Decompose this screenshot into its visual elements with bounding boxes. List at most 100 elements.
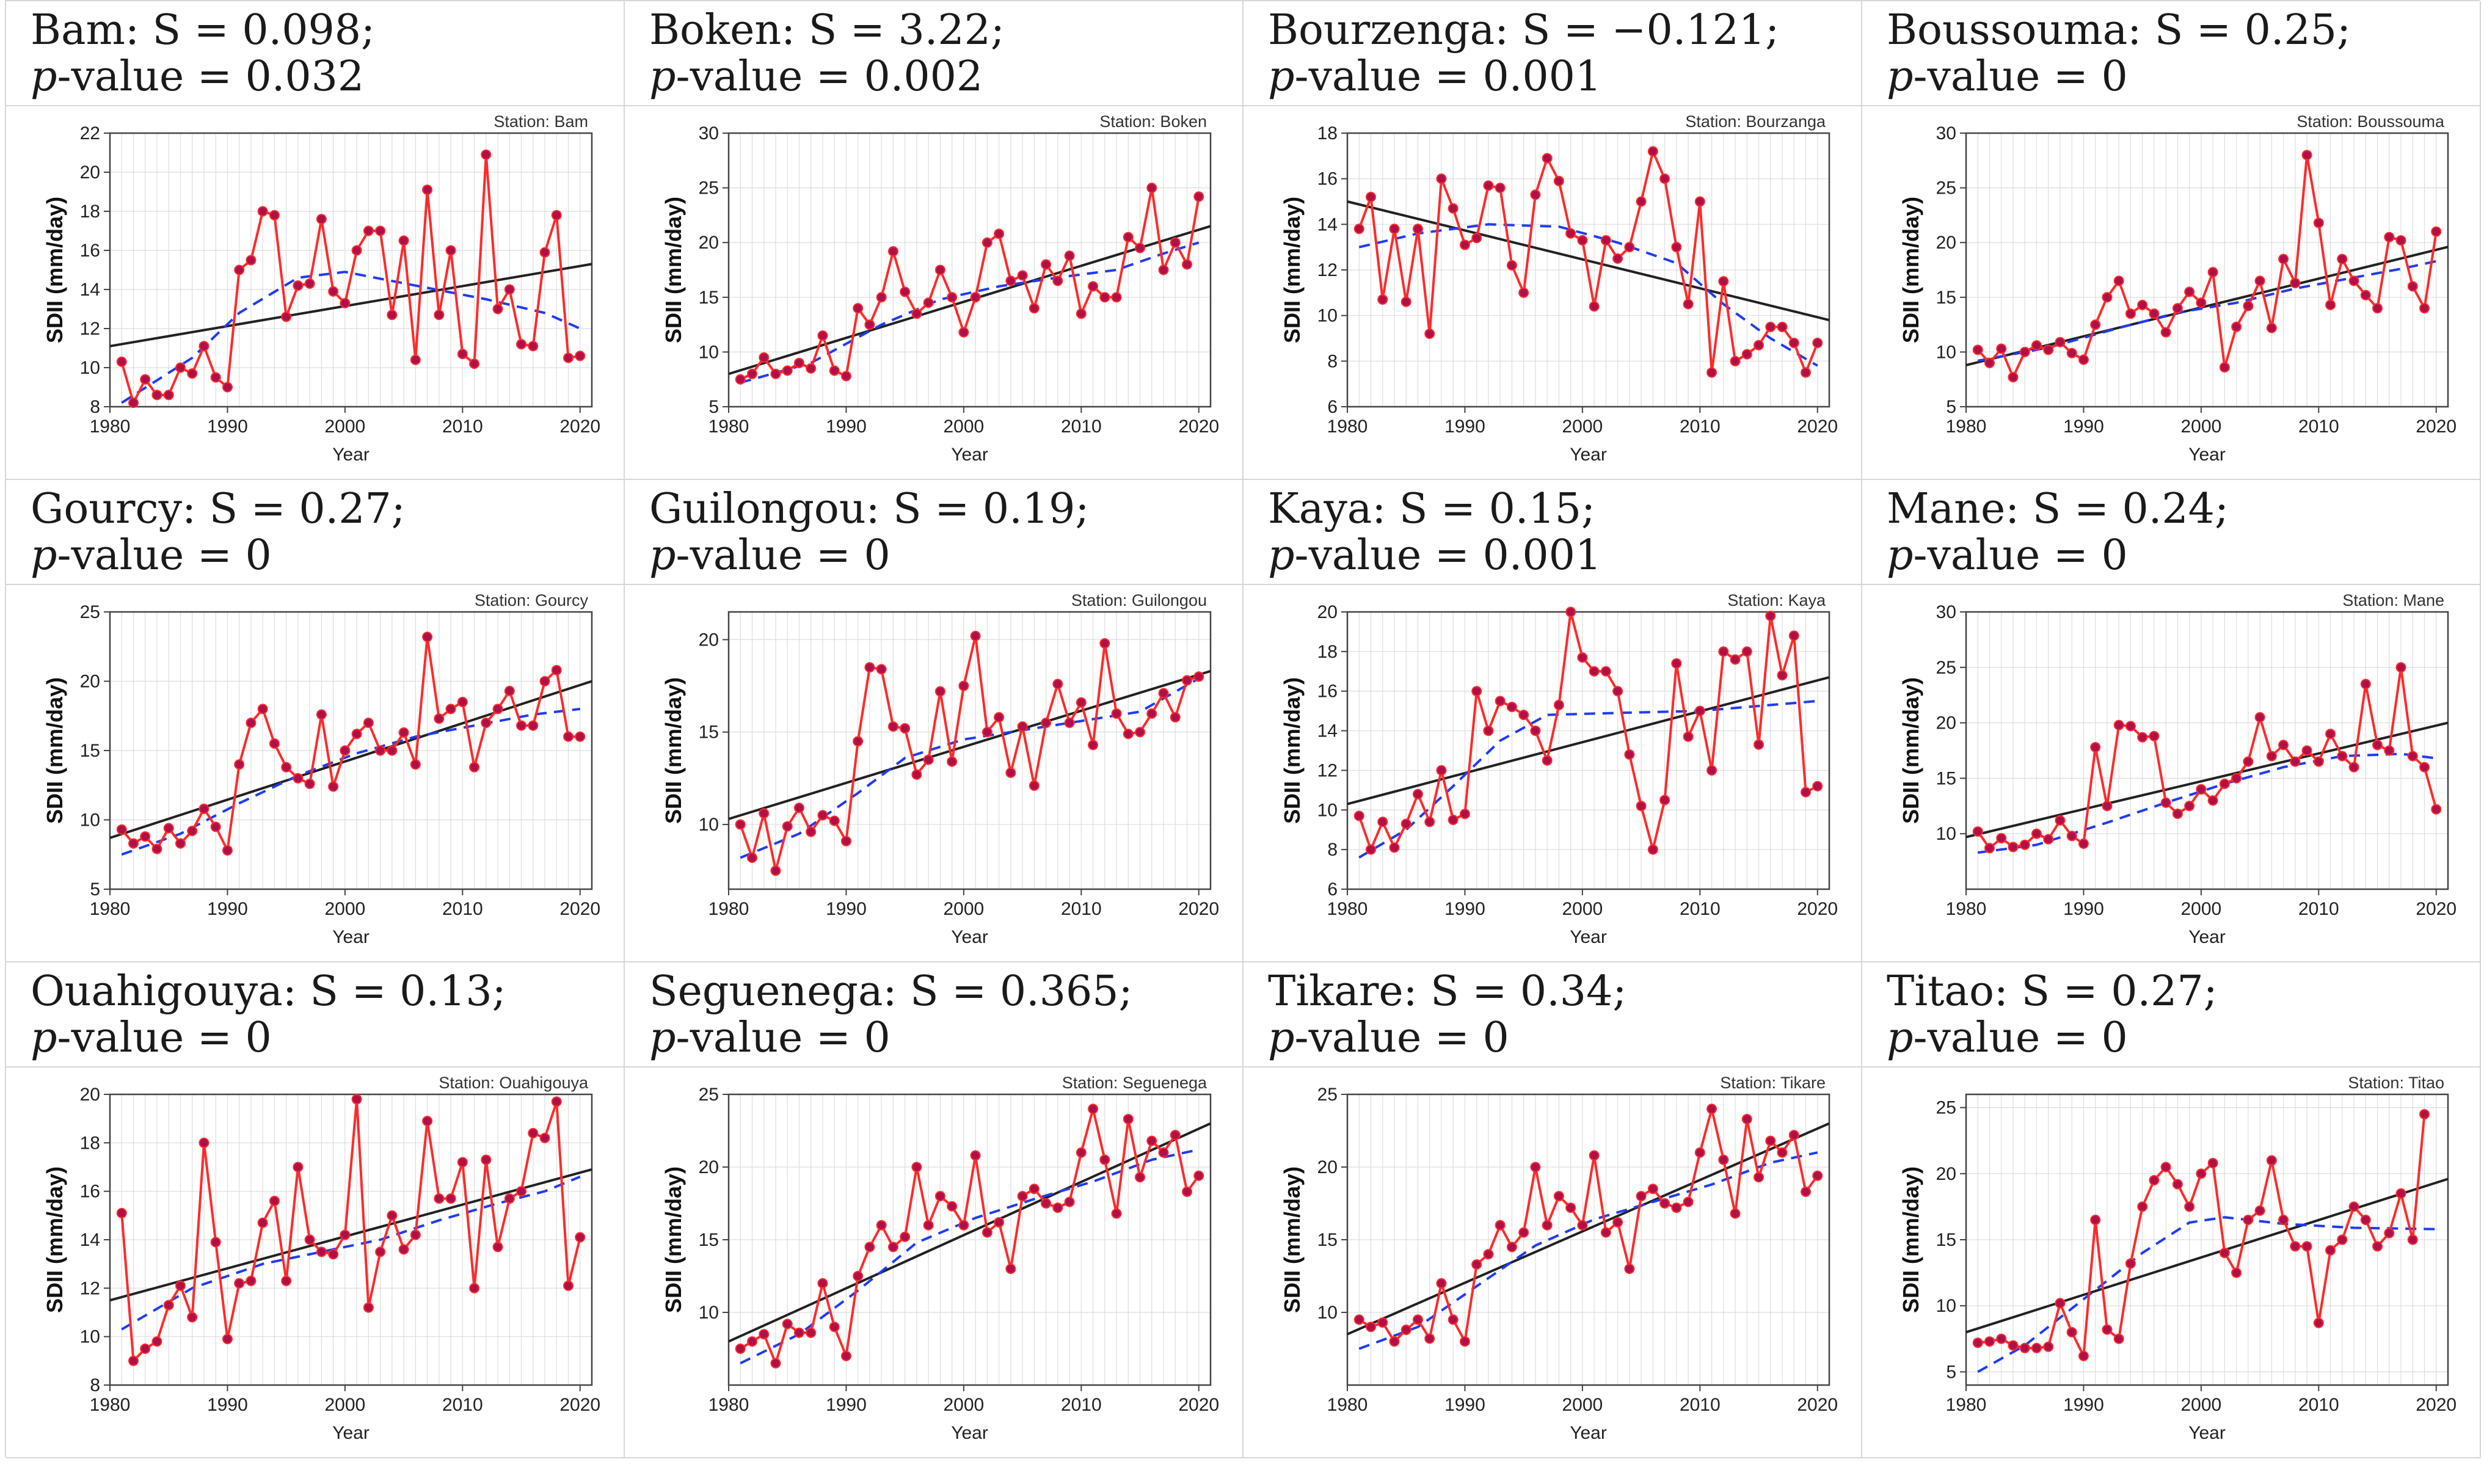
data-point	[1076, 1147, 1087, 1158]
data-point	[2325, 299, 2336, 310]
station-label: Station: Boussouma	[2296, 112, 2445, 131]
plot-frame	[1965, 611, 2449, 890]
data-point	[2301, 1241, 2312, 1252]
x-tick-label: 2010	[1061, 416, 1102, 437]
observed-series-line	[120, 153, 581, 404]
data-point	[1996, 1333, 2007, 1344]
data-point	[759, 1329, 770, 1340]
data-point	[1972, 1337, 1983, 1348]
station-label: Station: Titao	[2348, 1074, 2444, 1092]
p-label: p	[649, 53, 676, 101]
data-point	[2113, 719, 2124, 730]
chart-cell: 5 10 15 20 25 1980 1990 2000 2010 2020 Station: Ti…	[1862, 1068, 2481, 1458]
trend-line	[1347, 200, 1830, 322]
trend-line	[109, 1168, 592, 1302]
y-tick-label: 10	[1936, 342, 1956, 362]
data-point	[1111, 708, 1122, 719]
data-point	[1612, 686, 1623, 697]
data-point	[1017, 721, 1028, 732]
y-axis-label: SDII (mm/day)	[42, 197, 67, 343]
s-statistic: S = 0.27;	[2021, 967, 2218, 1016]
y-tick-label: 10	[1317, 306, 1338, 326]
data-point	[970, 292, 981, 303]
lowess-curve	[121, 271, 581, 404]
data-point	[445, 704, 456, 715]
data-point	[2008, 842, 2019, 853]
data-point	[2184, 801, 2195, 812]
data-point	[1377, 817, 1388, 827]
p-value: -value = 0	[676, 1014, 891, 1062]
data-point	[2278, 1215, 2289, 1226]
data-point	[1365, 1322, 1376, 1333]
data-point	[351, 729, 362, 740]
data-point	[1506, 1242, 1517, 1253]
data-point	[1706, 1104, 1717, 1115]
station-label: Station: Tikare	[1720, 1074, 1826, 1092]
data-point	[2207, 1158, 2218, 1169]
data-point	[1471, 686, 1482, 697]
p-label: p	[31, 53, 57, 101]
data-point	[1506, 702, 1517, 713]
data-point	[340, 745, 351, 756]
sdii-chart: 8 10 12 14 16 18 20 1980 1990 2000 2010 2020 Station…	[42, 1074, 600, 1443]
data-point	[1683, 1196, 1694, 1207]
x-tick-label: 1980	[1327, 416, 1368, 437]
p-label: p	[31, 1014, 57, 1062]
y-tick-label: 12	[80, 319, 100, 339]
data-point	[175, 838, 186, 849]
data-point	[1565, 1202, 1576, 1213]
x-tick-label: 2010	[442, 1395, 483, 1415]
data-point	[1076, 697, 1087, 708]
data-point	[876, 292, 887, 303]
data-point	[481, 149, 492, 160]
data-point	[759, 808, 770, 819]
data-point	[2196, 297, 2207, 308]
sdii-chart: 6 8 10 12 14 16 18 1980 1990 2000 2010 2020 Station:…	[1280, 112, 1838, 465]
data-point	[1412, 224, 1423, 235]
x-tick-label: 2020	[1797, 1395, 1838, 1415]
data-point	[1741, 349, 1752, 360]
s-statistic: S = 0.24;	[2032, 485, 2229, 533]
x-tick-label: 1980	[708, 1395, 749, 1415]
y-axis-label: SDII (mm/day)	[1898, 197, 1923, 343]
trend-line	[1347, 676, 1830, 806]
data-point	[551, 1096, 562, 1107]
data-point	[934, 264, 945, 275]
chart-cell: 8 10 12 14 16 18 20 22 1980 1990 2000 2010 2020 Stati…	[6, 106, 625, 480]
x-tick-label: 2010	[1680, 899, 1721, 919]
observed-series-line	[120, 1097, 581, 1362]
data-point	[422, 1116, 433, 1127]
data-point	[2243, 300, 2254, 311]
s-statistic: S = 0.13;	[310, 967, 506, 1016]
data-point	[128, 1355, 139, 1366]
y-tick-label: 14	[1317, 721, 1338, 741]
data-point	[2043, 1341, 2054, 1352]
data-point	[2290, 1241, 2301, 1252]
data-point	[1624, 1264, 1635, 1275]
x-tick-label: 1980	[1327, 1395, 1368, 1415]
data-point	[469, 358, 480, 369]
panel-header: Boussouma: S = 0.25; p-value = 0	[1862, 1, 2481, 106]
data-point	[422, 631, 433, 642]
data-point	[1730, 1208, 1741, 1219]
data-point	[1730, 654, 1741, 665]
x-tick-label: 1990	[826, 416, 867, 437]
data-point	[1099, 638, 1110, 649]
y-axis-label: SDII (mm/day)	[42, 1166, 67, 1313]
data-point	[1996, 832, 2007, 843]
data-point	[1577, 652, 1588, 663]
data-point	[1788, 337, 1799, 348]
data-point	[434, 310, 445, 321]
sdii-chart: 5 10 15 20 25 1980 1990 2000 2010 2020 Station: Go…	[42, 591, 600, 947]
chart-cell: 5 10 15 20 25 1980 1990 2000 2010 2020 Station: Go…	[6, 585, 625, 962]
data-point	[116, 824, 127, 835]
y-tick-label: 8	[1327, 351, 1338, 371]
data-point	[375, 1246, 386, 1257]
x-axis-label: Year	[332, 927, 370, 947]
data-point	[2149, 1175, 2160, 1186]
data-point	[1088, 281, 1099, 292]
data-point	[2407, 281, 2418, 292]
data-point	[1718, 1154, 1729, 1165]
y-tick-label: 18	[80, 202, 100, 222]
y-tick-label: 18	[80, 1133, 100, 1153]
